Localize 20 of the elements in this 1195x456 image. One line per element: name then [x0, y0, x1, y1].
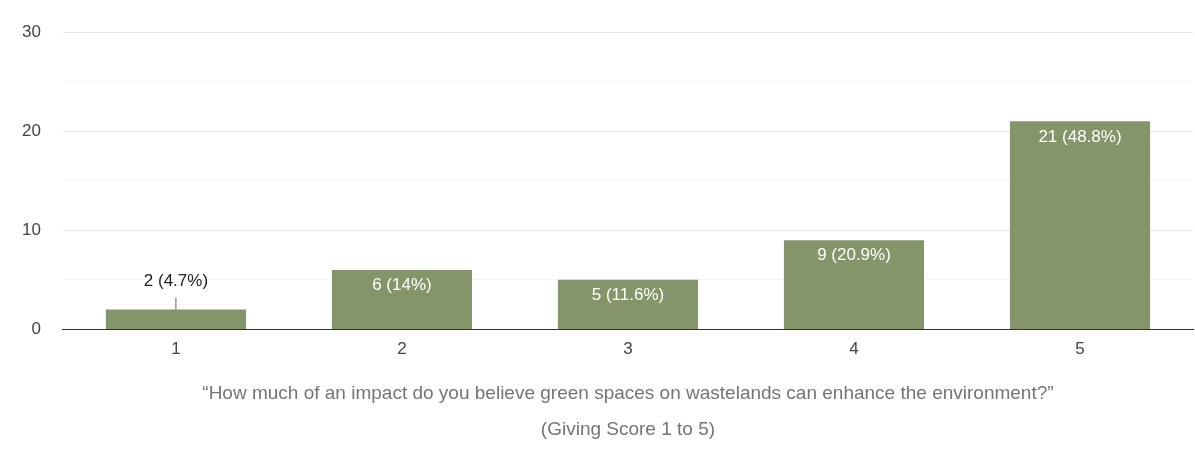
data-label: 5 (11.6%) — [591, 285, 665, 305]
y-tick-label: 10 — [21, 220, 41, 240]
y-tick-label: 30 — [21, 21, 41, 41]
x-tick-label: 5 — [1075, 339, 1085, 359]
bar — [105, 309, 246, 329]
data-label: 6 (14%) — [372, 275, 432, 295]
x-axis-title: “How much of an impact do you believe green spaces on wastelands can enhance the environment?” (Giving Score 1 to 5) — [202, 382, 1054, 440]
y-tick-label: 20 — [21, 120, 41, 140]
x-tick-label: 4 — [849, 339, 859, 359]
bar — [331, 269, 472, 329]
bar — [557, 279, 699, 329]
y-tick-label: 0 — [31, 319, 41, 339]
data-label: 9 (20.9%) — [817, 245, 891, 265]
x-tick-label: 2 — [397, 339, 407, 359]
bar — [783, 240, 925, 329]
data-label: 2 (4.7%) — [143, 270, 209, 290]
bar — [1009, 121, 1151, 329]
x-tick-label: 1 — [171, 339, 181, 359]
data-label: 21 (48.8%) — [1038, 126, 1122, 146]
x-tick-label: 3 — [623, 339, 633, 359]
